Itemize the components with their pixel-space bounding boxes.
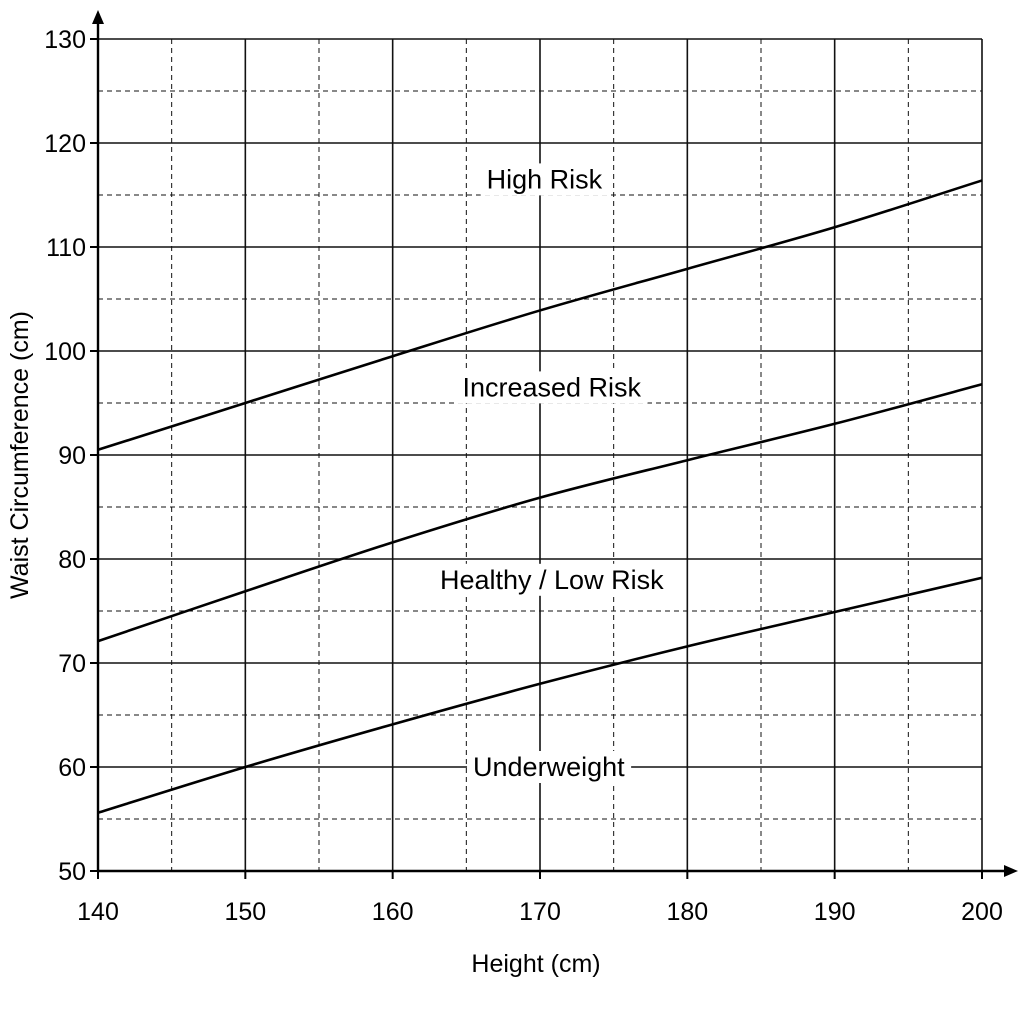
region-label-background (467, 751, 632, 783)
region-labels: High Risk Increased Risk Healthy / Low Ris… (433, 163, 671, 783)
risk-boundary-lines (97, 179, 983, 815)
y-tick-label: 90 (58, 442, 86, 470)
region-label-group: High Risk (480, 163, 609, 196)
x-tick-label: 140 (77, 898, 119, 926)
x-tick-label: 160 (372, 898, 414, 926)
region-label: Underweight (473, 752, 625, 782)
region-label: High Risk (487, 164, 603, 194)
region-label-group: Increased Risk (456, 371, 648, 404)
y-tick-label: 110 (46, 234, 86, 262)
y-tick-label: 100 (44, 338, 86, 366)
y-tick-label: 50 (58, 858, 86, 886)
region-label: Increased Risk (462, 372, 641, 402)
x-axis-arrowhead (1004, 865, 1018, 877)
x-tick-label: 170 (519, 898, 561, 926)
x-tick-label: 190 (814, 898, 856, 926)
boundary-line-3 (97, 179, 983, 452)
region-label-background (456, 371, 648, 404)
region-label-group: Healthy / Low Risk (433, 563, 671, 596)
region-label-background (480, 163, 609, 196)
region-label-background (433, 563, 671, 596)
y-tick-label: 80 (58, 546, 86, 574)
y-axis-arrowhead (92, 10, 104, 24)
x-axis-label: Height (cm) (471, 950, 600, 978)
ticks: 50 60 70 80 90 100 110 120 130 140 150 160 170 180 190… (44, 26, 1003, 926)
x-tick-label: 200 (961, 898, 1003, 926)
region-label-group: Underweight (467, 751, 632, 783)
y-tick-label: 60 (58, 754, 86, 782)
axes (92, 10, 1018, 877)
y-tick-label: 70 (58, 650, 86, 678)
x-tick-label: 150 (224, 898, 266, 926)
y-axis-label: Waist Circumference (cm) (6, 311, 34, 599)
region-label: Healthy / Low Risk (440, 565, 664, 595)
y-tick-label: 120 (44, 130, 86, 158)
boundary-line-1 (97, 576, 983, 815)
boundary-line-2 (97, 383, 983, 643)
y-tick-label: 130 (44, 26, 86, 54)
x-tick-label: 180 (666, 898, 708, 926)
